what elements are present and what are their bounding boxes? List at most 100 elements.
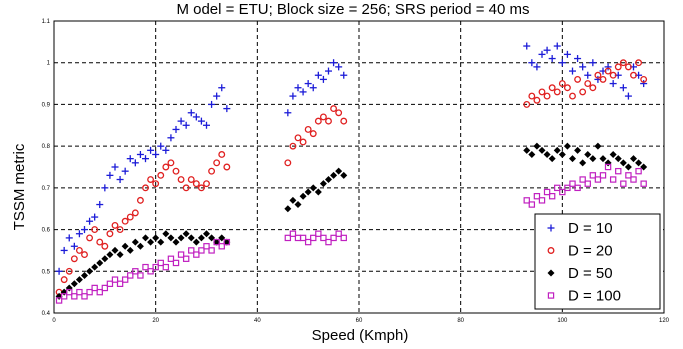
legend-box — [534, 213, 661, 310]
data-point — [604, 67, 612, 75]
data-point — [182, 230, 190, 238]
data-point — [101, 184, 109, 192]
data-point — [523, 100, 531, 108]
data-point — [60, 276, 68, 284]
data-point — [569, 67, 576, 75]
data-point — [569, 180, 576, 187]
data-point — [330, 59, 338, 67]
data-point — [91, 226, 99, 234]
series-d-50 — [55, 142, 648, 300]
data-point — [111, 163, 119, 171]
data-point — [162, 163, 170, 171]
data-point — [563, 84, 571, 92]
data-point — [197, 117, 205, 125]
data-point — [563, 142, 571, 150]
data-point — [299, 192, 307, 200]
data-point — [172, 259, 180, 267]
legend: D = 10 D = 20 D = 50 D = 100 — [534, 213, 661, 310]
data-point — [594, 71, 602, 79]
x-tick-label: 20 — [152, 318, 159, 324]
data-point — [569, 155, 576, 163]
data-point — [111, 221, 119, 229]
data-point — [599, 75, 607, 83]
data-point — [523, 197, 530, 204]
data-point — [335, 109, 343, 117]
data-point — [172, 125, 180, 133]
y-tick-label: 0.7 — [42, 186, 51, 192]
data-point — [314, 117, 322, 125]
data-point — [121, 242, 129, 250]
data-point — [528, 150, 536, 158]
data-point — [630, 176, 637, 183]
data-point — [314, 71, 322, 79]
data-point — [106, 251, 114, 259]
data-point — [640, 180, 647, 187]
data-point — [111, 276, 119, 283]
data-point — [193, 251, 200, 258]
legend-entry-label: D = 10 — [568, 220, 613, 237]
data-point — [563, 50, 571, 58]
data-point — [340, 71, 348, 79]
data-point — [533, 142, 541, 150]
data-point — [172, 167, 180, 175]
data-point — [584, 71, 592, 79]
data-point — [218, 234, 226, 242]
data-point — [192, 238, 200, 246]
x-tick-label: 120 — [659, 318, 670, 324]
data-point — [548, 55, 556, 63]
data-point — [116, 280, 124, 288]
y-tick-label: 0.5 — [42, 269, 51, 275]
data-point — [289, 230, 297, 237]
data-point — [131, 238, 139, 246]
data-point — [106, 171, 114, 179]
data-point — [289, 92, 297, 100]
data-point — [340, 234, 347, 242]
x-tick-label: 100 — [557, 318, 568, 324]
data-point — [548, 193, 556, 200]
data-point — [187, 176, 195, 183]
data-point — [604, 163, 612, 171]
data-point — [299, 88, 307, 96]
data-point — [208, 247, 215, 254]
data-point — [533, 193, 541, 200]
data-point — [177, 234, 185, 242]
data-point — [330, 234, 337, 242]
data-point — [136, 196, 144, 204]
data-point — [218, 84, 226, 92]
data-point — [188, 247, 195, 254]
data-point — [543, 188, 551, 196]
data-point — [147, 268, 154, 275]
data-point — [635, 167, 642, 175]
data-point — [309, 84, 317, 92]
data-point — [574, 55, 582, 63]
data-point — [640, 163, 648, 171]
data-point — [625, 172, 632, 179]
data-point — [558, 59, 566, 67]
data-point — [75, 246, 83, 254]
data-point — [147, 238, 155, 246]
data-point — [640, 75, 648, 83]
data-point — [620, 180, 627, 187]
data-point — [564, 184, 571, 192]
data-point — [579, 88, 587, 96]
data-point — [304, 126, 312, 133]
data-point — [203, 121, 210, 129]
data-point — [136, 150, 144, 158]
data-point — [142, 155, 149, 163]
data-point — [177, 117, 185, 125]
grid-lines — [54, 21, 664, 313]
data-point — [538, 197, 546, 204]
data-point — [630, 71, 637, 79]
data-point — [640, 80, 648, 88]
data-point — [604, 63, 612, 71]
legend-marker — [547, 292, 555, 299]
data-point — [121, 217, 129, 225]
data-point — [177, 176, 185, 183]
chart-title: M odel = ETU; Block size = 256; SRS peri… — [176, 1, 529, 18]
data-point — [538, 146, 546, 154]
data-point — [589, 155, 597, 163]
data-point — [197, 234, 205, 242]
data-point — [223, 163, 231, 171]
data-point — [624, 63, 632, 71]
data-point — [615, 167, 622, 175]
